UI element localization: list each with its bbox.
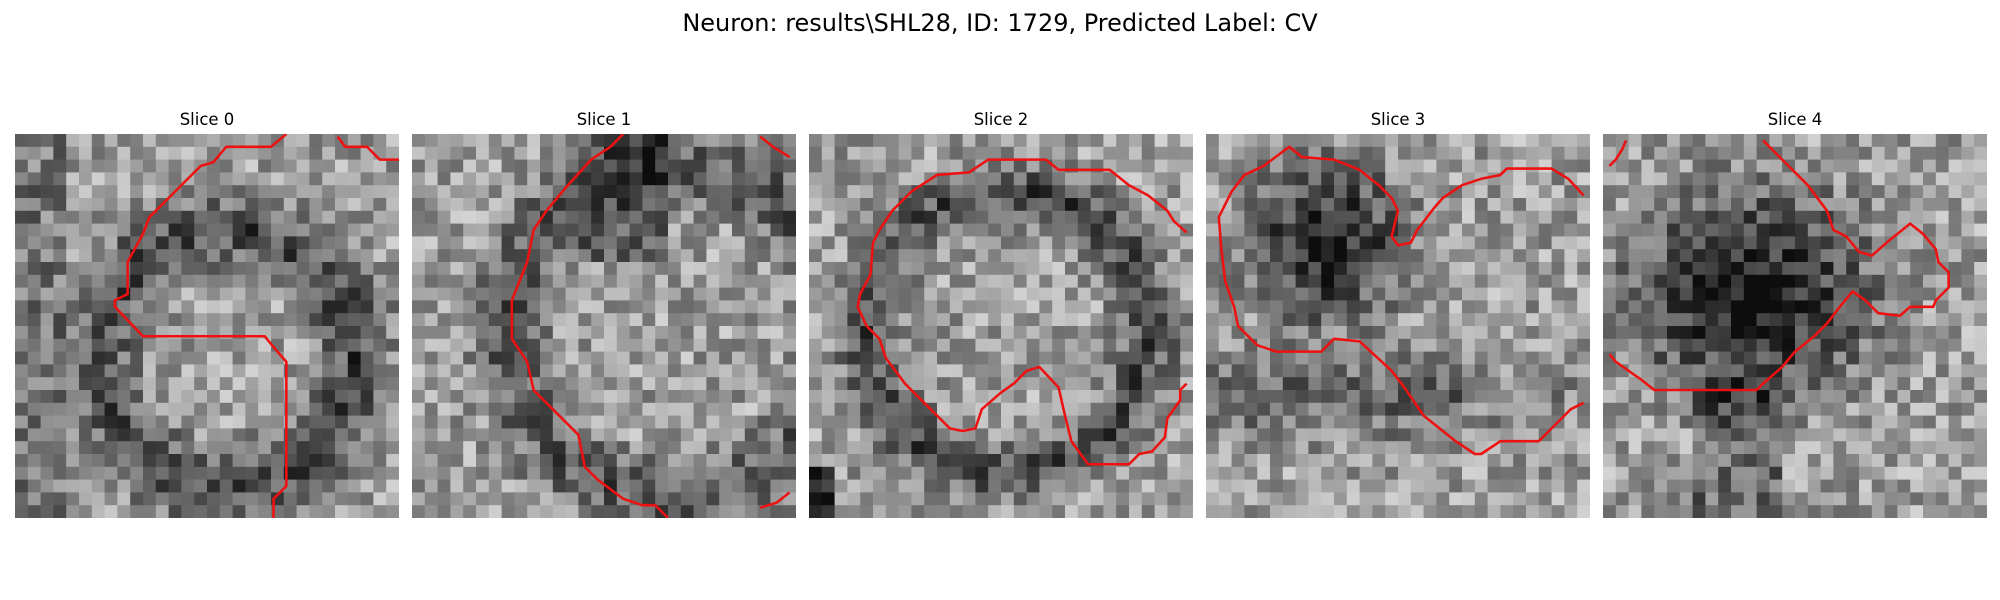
pixel-grid [412, 134, 796, 518]
panel-slice-4: Slice 4 [1603, 110, 1987, 518]
slice-image [1603, 134, 1987, 518]
panel-title: Slice 2 [973, 110, 1029, 129]
slice-image [1206, 134, 1590, 518]
contour-line [113, 134, 288, 518]
slice-image [412, 134, 796, 518]
panel-title: Slice 3 [1370, 110, 1426, 129]
slice-image [15, 134, 399, 518]
contour-line [1608, 139, 1628, 167]
contour-line [759, 491, 791, 509]
panel-slice-0: Slice 0 [15, 110, 399, 518]
panel-title: Slice 0 [179, 110, 235, 129]
panel-slice-3: Slice 3 [1206, 110, 1590, 518]
slice-image [809, 134, 1193, 518]
panel-slice-2: Slice 2 [809, 110, 1193, 518]
panel-title: Slice 1 [576, 110, 632, 129]
pixel-grid [1603, 134, 1987, 518]
contour-line [759, 135, 791, 159]
contour-line [856, 158, 1188, 466]
panel-slice-1: Slice 1 [412, 110, 796, 518]
contour-line [510, 134, 669, 518]
figure-title: Neuron: results\SHL28, ID: 1729, Predict… [682, 9, 1318, 37]
pixel-grid [1206, 134, 1590, 518]
pixel-grid [15, 134, 399, 518]
contour-line [1608, 139, 1950, 392]
contour-line [336, 135, 399, 161]
contour-line [1217, 145, 1585, 456]
pixel-grid [809, 134, 1193, 518]
panel-title: Slice 4 [1767, 110, 1823, 129]
